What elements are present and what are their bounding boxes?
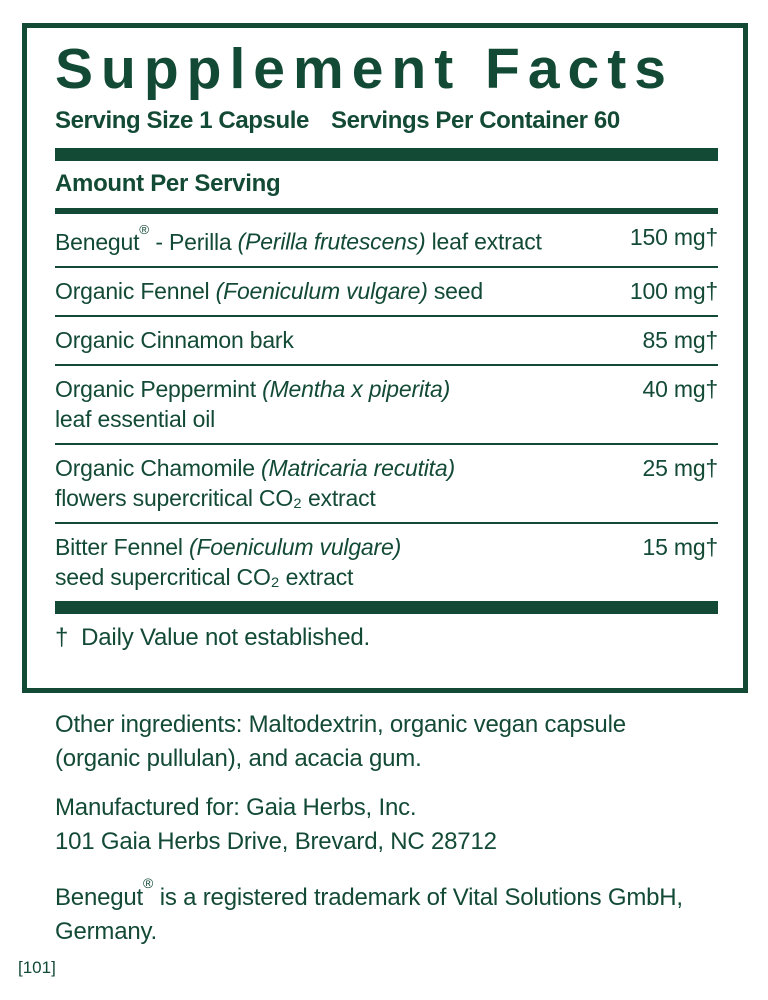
ingredient-row: Benegut® - Perilla (Perilla frutescens) …: [55, 214, 718, 266]
supplement-facts-panel: Supplement Facts Serving Size 1 Capsule …: [22, 23, 748, 693]
ingredient-amount: 15 mg†: [642, 533, 718, 560]
serving-info: Serving Size 1 Capsule Servings Per Cont…: [55, 107, 718, 135]
ingredient-latin-name: (Matricaria recutita): [261, 454, 455, 481]
label-info-section: Other ingredients: Maltodextrin, organic…: [55, 708, 715, 964]
ingredient-amount: 150 mg†: [629, 224, 718, 250]
amount-per-serving-header: Amount Per Serving: [55, 170, 281, 197]
manufacturer-address: 101 Gaia Herbs Drive, Brevard, NC 28712: [55, 828, 497, 855]
divider-thick-bottom: [55, 600, 718, 614]
divider-medium: [55, 208, 718, 214]
ingredient-amount: 40 mg†: [642, 375, 718, 402]
dagger-mark: †: [55, 623, 69, 651]
daily-value-footnote: † Daily Value not established.: [55, 614, 718, 652]
servings-per-container: Servings Per Container 60: [330, 107, 620, 134]
ingredient-name-line2: seed supercritical CO₂ extract: [55, 563, 354, 590]
footnote-text: Daily Value not established.: [81, 623, 370, 651]
ingredient-name-suffix: leaf extract: [425, 228, 542, 255]
ingredient-amount: 85 mg†: [642, 326, 718, 353]
ingredient-row: Organic Peppermint (Mentha x piperita) l…: [55, 363, 718, 443]
trademark-note: Benegut® is a registered trademark of Vi…: [55, 875, 683, 945]
ingredient-name-text: Benegut® - Perilla: [55, 221, 238, 255]
ingredient-row: Organic Fennel (Foeniculum vulgare) seed…: [55, 265, 718, 315]
ingredient-latin-name: (Perilla frutescens): [237, 228, 426, 255]
ingredient-name-text: Organic Peppermint: [55, 375, 263, 402]
ingredient-latin-name: (Mentha x piperita): [262, 375, 451, 402]
ingredient-name: Organic Chamomile (Matricaria recutita): [55, 453, 632, 483]
ingredient-latin-name: (Foeniculum vulgare): [215, 277, 428, 304]
ingredient-row: Organic Cinnamon bark 85 mg†: [55, 314, 718, 364]
ingredient-name: Organic Peppermint (Mentha x piperita): [55, 374, 632, 404]
other-ingredients: Other ingredients: Maltodextrin, organic…: [55, 711, 626, 772]
ingredient-name-line2: leaf essential oil: [55, 405, 216, 432]
serving-size: Serving Size 1 Capsule: [55, 107, 309, 134]
ingredient-row: Organic Chamomile (Matricaria recutita) …: [55, 442, 718, 522]
ingredient-amount: 100 mg†: [629, 277, 718, 304]
ingredient-latin-name: (Foeniculum vulgare): [189, 533, 402, 560]
panel-title: Supplement Facts: [55, 37, 674, 101]
ingredient-name-text: Bitter Fennel: [55, 533, 189, 560]
ingredient-name-line2: flowers supercritical CO₂ extract: [55, 484, 376, 511]
ingredient-name-suffix: seed: [427, 277, 483, 304]
ingredient-name: Benegut® - Perilla (Perilla frutescens) …: [55, 222, 620, 257]
label-code: [101]: [18, 958, 56, 977]
ingredient-name: Bitter Fennel (Foeniculum vulgare): [55, 532, 632, 562]
ingredient-name: Organic Fennel (Foeniculum vulgare) seed: [55, 276, 620, 306]
divider-thick: [55, 148, 718, 161]
manufactured-for: Manufactured for: Gaia Herbs, Inc.: [55, 794, 417, 821]
manufacturer-block: Manufactured for: Gaia Herbs, Inc. 101 G…: [55, 791, 715, 859]
ingredient-row: Bitter Fennel (Foeniculum vulgare) seed …: [55, 521, 718, 601]
ingredient-amount: 25 mg†: [642, 454, 718, 481]
ingredient-name-text: Organic Cinnamon bark: [55, 326, 294, 353]
ingredient-name: Organic Cinnamon bark: [55, 325, 632, 355]
ingredient-name-text: Organic Fennel: [55, 277, 216, 304]
ingredient-name-text: Organic Chamomile: [55, 454, 262, 481]
